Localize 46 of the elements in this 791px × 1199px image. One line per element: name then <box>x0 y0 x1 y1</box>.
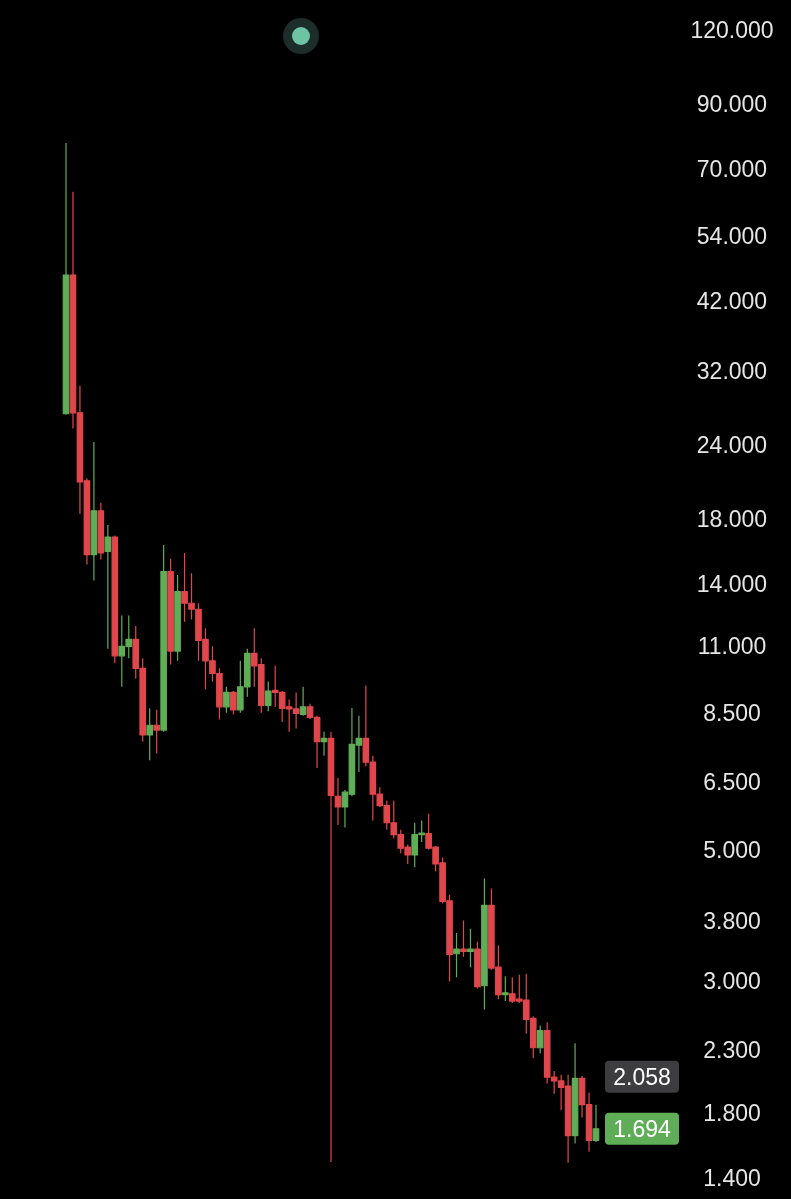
y-tick-label: 24.000 <box>696 432 768 459</box>
y-tick-label: 120.000 <box>690 17 774 44</box>
candlestick <box>453 932 460 978</box>
candlestick <box>62 142 70 416</box>
candlestick <box>474 941 481 989</box>
y-tick-label: 6.500 <box>703 769 761 796</box>
candlestick <box>460 919 467 958</box>
y-tick-label: 3.800 <box>703 907 761 934</box>
candlestick <box>104 524 112 650</box>
y-tick-label: 54.000 <box>696 223 768 249</box>
y-tick-label: 90.000 <box>696 91 768 118</box>
y-tick-label: 3.000 <box>703 968 761 995</box>
candlestick <box>334 777 342 826</box>
text: 1.694 <box>613 1115 671 1142</box>
candlestick <box>299 686 307 717</box>
candlestick <box>571 1042 579 1145</box>
y-tick-label: 8.500 <box>703 699 761 726</box>
candlestick <box>97 502 105 561</box>
candlestick <box>467 928 474 968</box>
candlestick <box>230 690 237 715</box>
y-tick-label: 5.000 <box>703 836 761 863</box>
y-tick-label: 11.000 <box>697 633 767 660</box>
candlestick <box>153 709 160 755</box>
candlestick <box>167 558 174 666</box>
candlestick <box>320 731 328 757</box>
candlestick <box>174 574 181 662</box>
candlestick <box>536 1024 544 1054</box>
candlestick <box>111 534 119 664</box>
candlestick <box>592 1104 600 1143</box>
y-tick-label: 1.400 <box>703 1165 761 1192</box>
candlestick <box>160 544 167 733</box>
y-tick-label: 42.000 <box>696 287 768 314</box>
text: 2.058 <box>613 1063 671 1090</box>
candlestick <box>327 731 335 1163</box>
candlestick <box>146 707 153 761</box>
y-tick-label: 1.800 <box>703 1100 761 1127</box>
candlestick <box>481 877 488 1011</box>
candlestick <box>502 975 509 1002</box>
candlestick <box>223 686 230 714</box>
y-tick-label: 18.000 <box>696 506 768 533</box>
y-tick-label: 14.000 <box>696 571 768 598</box>
candlestick <box>264 680 272 712</box>
y-tick-label: 32.000 <box>696 357 768 384</box>
candlestick <box>90 441 98 582</box>
y-tick-label: 2.300 <box>703 1037 761 1064</box>
y-tick-label: 70.000 <box>696 156 768 183</box>
